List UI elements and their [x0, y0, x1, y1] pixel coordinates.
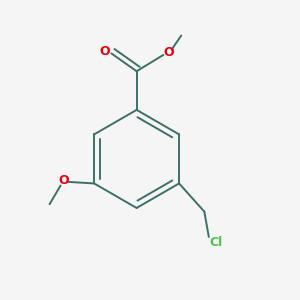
Text: O: O [58, 174, 69, 187]
Text: O: O [100, 44, 110, 58]
Text: O: O [163, 46, 174, 59]
Text: Cl: Cl [210, 236, 223, 249]
